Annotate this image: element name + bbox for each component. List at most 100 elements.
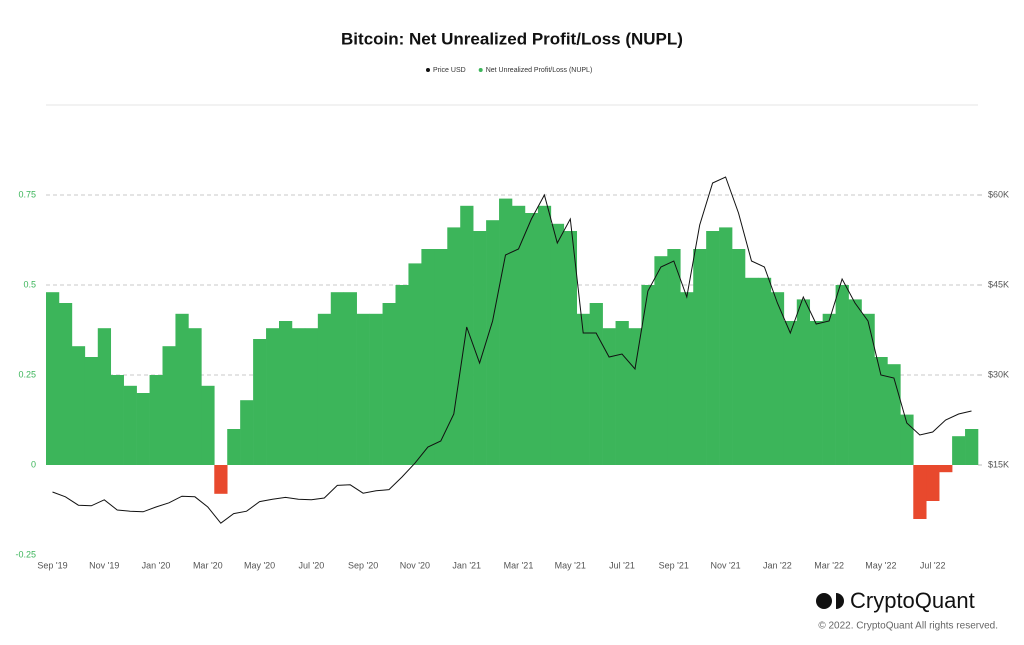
bar [46, 292, 60, 465]
bar [602, 328, 616, 465]
bar [97, 328, 112, 465]
bar [149, 375, 163, 465]
bar [654, 256, 668, 465]
bar [58, 303, 73, 465]
bar [900, 414, 914, 465]
x-tick-label: May '20 [244, 560, 275, 570]
legend-label: Net Unrealized Profit/Loss (NUPL) [486, 67, 593, 74]
x-tick-label: Nov '20 [400, 560, 430, 570]
bar [473, 231, 487, 465]
bar [770, 292, 785, 465]
x-tick-label: May '21 [555, 560, 586, 570]
y-tick-label: -0.25 [15, 549, 36, 559]
bar [512, 205, 526, 466]
x-tick-label: May '22 [865, 560, 896, 570]
price-line [52, 176, 972, 524]
bar [939, 465, 953, 473]
bar [330, 292, 345, 465]
bar [965, 429, 979, 465]
x-tick-label: Mar '21 [504, 560, 534, 570]
bar [589, 303, 603, 465]
bar [460, 205, 474, 466]
legend-marker [478, 68, 483, 72]
bar [214, 465, 228, 494]
bar [395, 285, 409, 465]
x-tick-label: Sep '21 [659, 560, 689, 570]
x-tick-label: Nov '21 [710, 560, 740, 570]
plot-area: -0.25 0 0.25 0.5 0.75 $15K $30K $45K $60K Sep '19… [15, 104, 1009, 570]
x-tick-label: Sep '20 [348, 560, 378, 570]
x-tick-label: Jan '22 [763, 560, 792, 570]
bar [266, 328, 280, 465]
logo [816, 593, 844, 609]
y2-tick-label: $45K [988, 279, 1009, 289]
bar [175, 313, 189, 465]
y-tick-label: 0 [31, 459, 36, 469]
logo-mark [836, 593, 844, 609]
y-tick-label: 0.75 [18, 189, 36, 199]
bar [110, 375, 124, 465]
bar [952, 436, 966, 465]
x-tick-label: Mar '22 [814, 560, 844, 570]
bar [486, 220, 500, 465]
bar [848, 299, 862, 465]
bar [796, 299, 811, 465]
x-tick-label: Nov '19 [89, 560, 119, 570]
bar [680, 292, 694, 465]
bar [343, 292, 357, 465]
legend: Price USD Net Unrealized Profit/Loss (NUP… [426, 67, 592, 74]
x-tick-label: Jan '21 [452, 560, 481, 570]
bar [706, 231, 720, 465]
bar [693, 249, 707, 465]
x-tick-label: Mar '20 [193, 560, 223, 570]
y-tick-label: 0.25 [18, 369, 36, 379]
bar [304, 328, 319, 465]
bar [317, 313, 332, 465]
bar [188, 328, 202, 465]
bar [615, 321, 629, 465]
bar [861, 313, 875, 465]
bar [835, 285, 849, 465]
bar [576, 313, 590, 465]
bar [421, 249, 435, 465]
bar [913, 465, 927, 519]
bar [563, 231, 578, 465]
bar [227, 429, 241, 465]
bar [382, 303, 396, 465]
x-tick-label: Jul '22 [920, 560, 946, 570]
bar [356, 313, 370, 465]
bar [783, 321, 798, 465]
bar [667, 249, 681, 465]
copyright: © 2022. CryptoQuant All rights reserved. [818, 621, 998, 632]
legend-label: Price USD [433, 67, 466, 74]
x-tick-label: Sep '19 [37, 560, 67, 570]
bar [434, 249, 448, 465]
bar [84, 357, 99, 465]
bar [745, 277, 759, 465]
bar [71, 346, 86, 465]
bar [253, 339, 267, 465]
bar [408, 263, 422, 465]
brand: CryptoQuant [850, 588, 975, 613]
bar [537, 205, 552, 466]
bar [499, 198, 513, 465]
bar [447, 227, 461, 465]
bar [809, 321, 823, 465]
bar [641, 285, 655, 465]
bar [279, 321, 293, 465]
x-tick-label: Jul '20 [298, 560, 324, 570]
logo-mark [816, 593, 832, 609]
x-tick-label: Jul '21 [609, 560, 635, 570]
legend-marker [426, 68, 430, 72]
bar [162, 346, 176, 465]
bar [136, 393, 150, 465]
bar [369, 313, 383, 465]
bar [628, 328, 642, 465]
bar [757, 277, 772, 465]
chart-title: Bitcoin: Net Unrealized Profit/Loss (NUP… [341, 29, 683, 48]
bar [123, 385, 137, 465]
bar [874, 357, 888, 465]
bar [822, 313, 836, 465]
bar [201, 385, 215, 465]
